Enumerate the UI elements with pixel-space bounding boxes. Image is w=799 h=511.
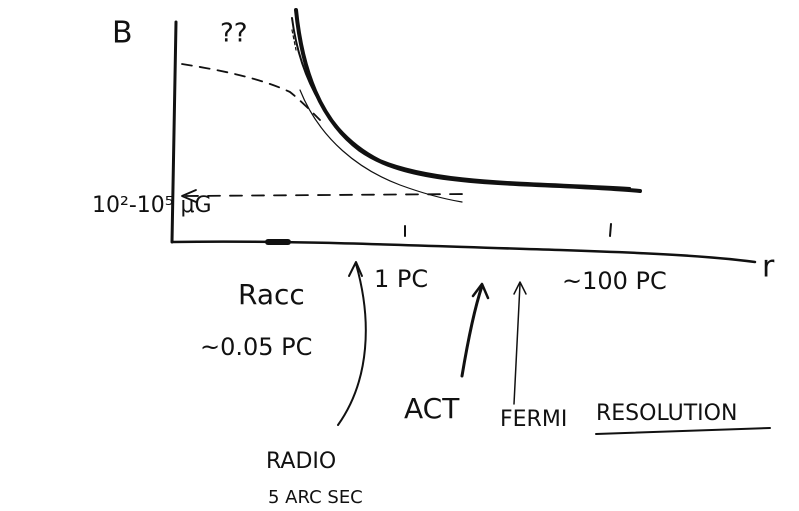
fermi-arrow <box>514 284 520 404</box>
fermi-label: FERMI <box>500 407 567 432</box>
field-curve <box>296 10 640 191</box>
hundred-pc-label: ~100 PC <box>562 267 667 295</box>
field-range-label: 10²-10⁵ μG <box>92 193 212 218</box>
x-axis-label: r <box>762 250 775 285</box>
dashed-extrapolation <box>182 64 320 120</box>
radio-label: RADIO <box>266 449 336 474</box>
radio-resolution-label: 5 ARC SEC <box>268 487 363 508</box>
y-axis-label: B <box>112 16 133 51</box>
x-axis <box>172 242 755 262</box>
act-arrow <box>462 286 482 376</box>
r-acc-label: Racc <box>238 278 305 311</box>
sketch: B ?? 10²-10⁵ μG r Racc ~0.05 PC 1 PC ~10… <box>0 0 799 511</box>
field-curve-alt <box>292 18 630 188</box>
r-acc-value: ~0.05 PC <box>200 333 312 361</box>
tick-100pc <box>610 224 611 236</box>
one-pc-label: 1 PC <box>374 265 428 293</box>
unknown-label: ?? <box>220 19 248 49</box>
dashed-level <box>186 194 470 196</box>
act-label: ACT <box>404 392 460 425</box>
resolution-label: RESOLUTION <box>596 401 737 426</box>
radio-arrow <box>338 264 366 425</box>
radio-arrow-head <box>349 262 362 276</box>
underline <box>596 428 770 434</box>
page: B ?? 10²-10⁵ μG r Racc ~0.05 PC 1 PC ~10… <box>0 0 799 511</box>
